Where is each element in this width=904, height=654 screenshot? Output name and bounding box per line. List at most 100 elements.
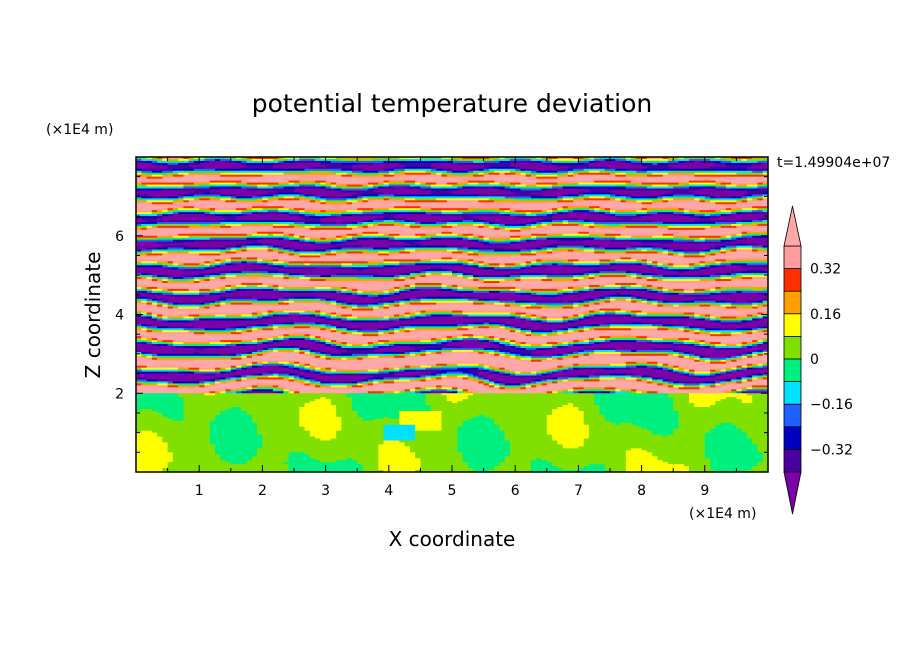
field-cell	[246, 157, 253, 160]
field-cell	[415, 157, 421, 160]
field-cell	[741, 157, 748, 160]
field-cell	[325, 157, 332, 160]
field-cell	[215, 157, 221, 160]
chart-title: potential temperature deviation	[252, 89, 652, 118]
field-cell	[304, 158, 311, 162]
field-cell	[725, 157, 732, 160]
field-cell	[151, 157, 158, 160]
field-cell	[378, 157, 385, 160]
field-cell	[478, 157, 485, 160]
field-cell	[178, 158, 184, 162]
field-cell	[136, 158, 142, 162]
field-cell	[499, 157, 506, 160]
field-cell	[715, 157, 722, 160]
field-cell	[162, 157, 169, 160]
field-cell	[615, 157, 622, 160]
field-cell	[689, 157, 695, 160]
field-cell	[746, 157, 753, 160]
field-cell	[199, 158, 206, 162]
field-cell	[588, 157, 595, 160]
field-cell	[383, 157, 390, 160]
field-cell	[336, 157, 342, 160]
field-cell	[457, 157, 464, 160]
field-cell	[752, 157, 759, 160]
field-cell	[636, 157, 643, 160]
field-cell	[667, 157, 674, 160]
field-cell	[346, 157, 353, 160]
field-cell	[399, 157, 406, 160]
field-cell	[604, 157, 611, 160]
field-cell	[610, 157, 616, 160]
field-cell	[336, 158, 342, 162]
field-cell	[236, 157, 242, 160]
field-cell	[304, 157, 311, 160]
field-cell	[441, 157, 448, 160]
field-cell	[557, 157, 564, 160]
field-cell	[699, 157, 706, 160]
field-cell	[225, 158, 232, 162]
field-cell	[710, 157, 716, 160]
field-cell	[193, 158, 200, 162]
field-cell	[641, 157, 648, 160]
field-cell	[430, 157, 437, 160]
field-cell	[599, 157, 606, 160]
field-cell	[141, 157, 148, 160]
field-cell	[436, 157, 443, 160]
field-cell	[162, 158, 169, 162]
field-cell	[215, 158, 221, 162]
field-cell	[394, 157, 400, 160]
field-cell	[257, 157, 263, 160]
field-cell	[204, 158, 211, 162]
field-cell	[683, 157, 690, 160]
field-cell	[188, 157, 195, 160]
field-cell	[446, 157, 453, 160]
field-cell	[357, 158, 364, 162]
field-cell	[283, 158, 290, 162]
field-cell	[373, 157, 379, 160]
field-cell	[241, 158, 248, 162]
field-cell	[278, 157, 285, 160]
field-cell	[315, 158, 321, 162]
field-cell	[452, 157, 458, 160]
field-cell	[546, 157, 553, 160]
field-cell	[488, 157, 495, 160]
field-cell	[531, 157, 537, 160]
field-cell	[378, 158, 385, 162]
field-cell	[620, 157, 627, 160]
field-cell	[157, 157, 163, 160]
field-cell	[420, 157, 427, 160]
field-cell	[673, 157, 680, 160]
field-cell	[262, 157, 269, 160]
field-cell	[309, 157, 316, 160]
field-cell	[330, 158, 337, 162]
field-cell	[299, 158, 306, 162]
field-cell	[762, 157, 768, 160]
field-cell	[188, 158, 195, 162]
field-cell	[704, 157, 711, 160]
field-cell	[504, 157, 511, 160]
field-cell	[183, 158, 190, 162]
field-cell	[288, 157, 295, 160]
field-cell	[251, 157, 258, 160]
field-cell	[662, 157, 669, 160]
field-cell	[330, 157, 337, 160]
field-cell	[157, 158, 163, 162]
field-cell	[736, 157, 743, 160]
field-cell	[757, 157, 764, 160]
field-cell	[625, 157, 632, 160]
field-cell	[652, 157, 658, 160]
field-cell	[246, 158, 253, 162]
field-cell	[325, 158, 332, 162]
field-cell	[583, 157, 590, 160]
field-cell	[146, 157, 153, 160]
field-cell	[267, 158, 274, 162]
field-cell	[567, 157, 574, 160]
field-cell	[220, 158, 227, 162]
field-cell	[494, 157, 500, 160]
field-cell	[288, 158, 295, 162]
field-cell	[541, 157, 548, 160]
field-cell	[167, 157, 174, 160]
field-cell	[678, 157, 685, 160]
field-cell	[278, 158, 285, 162]
